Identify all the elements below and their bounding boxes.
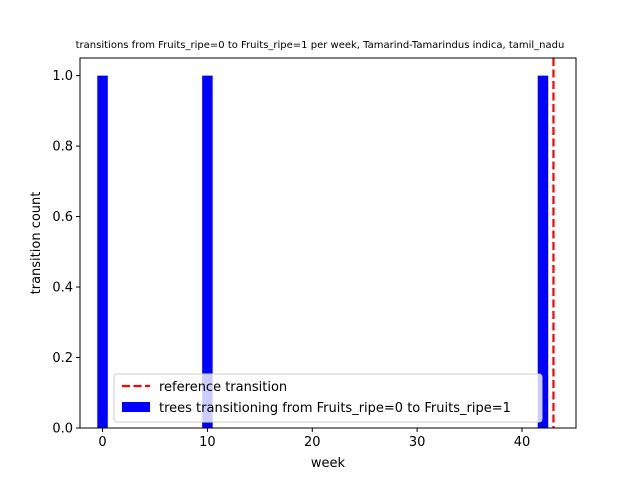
y-tick-label: 0.4	[52, 281, 73, 296]
y-axis-ticks: 0.0 0.2 0.4 0.6 0.8 1.0	[52, 69, 80, 437]
legend-box	[113, 373, 543, 423]
y-tick-label: 0.8	[52, 140, 73, 155]
bar-0-1	[202, 75, 213, 428]
x-tick-label: 20	[304, 435, 321, 450]
x-tick-label: 30	[409, 435, 426, 450]
legend: reference transition trees transitioning …	[113, 373, 543, 423]
x-tick-label: 10	[199, 435, 216, 450]
y-tick-label: 0.0	[52, 422, 73, 437]
legend-label: reference transition	[159, 380, 287, 395]
chart-title: transitions from Fruits_ripe=0 to Fruits…	[76, 40, 565, 51]
y-axis-label: transition count	[29, 192, 44, 295]
y-tick-label: 0.2	[52, 351, 73, 366]
y-tick-label: 1.0	[52, 69, 73, 84]
legend-label: trees transitioning from Fruits_ripe=0 t…	[159, 401, 511, 416]
plot-area	[79, 57, 577, 429]
bar-0-2	[537, 75, 549, 428]
x-tick-label: 40	[514, 435, 531, 450]
x-axis-ticks: 0 10 20 30 40	[98, 428, 530, 450]
y-tick-label: 0.6	[52, 210, 73, 225]
bar-0-0	[97, 75, 108, 428]
legend-swatch-patch	[122, 402, 150, 412]
plot-frame	[79, 57, 577, 429]
x-axis-label: week	[311, 456, 346, 471]
x-tick-label: 0	[98, 435, 106, 450]
